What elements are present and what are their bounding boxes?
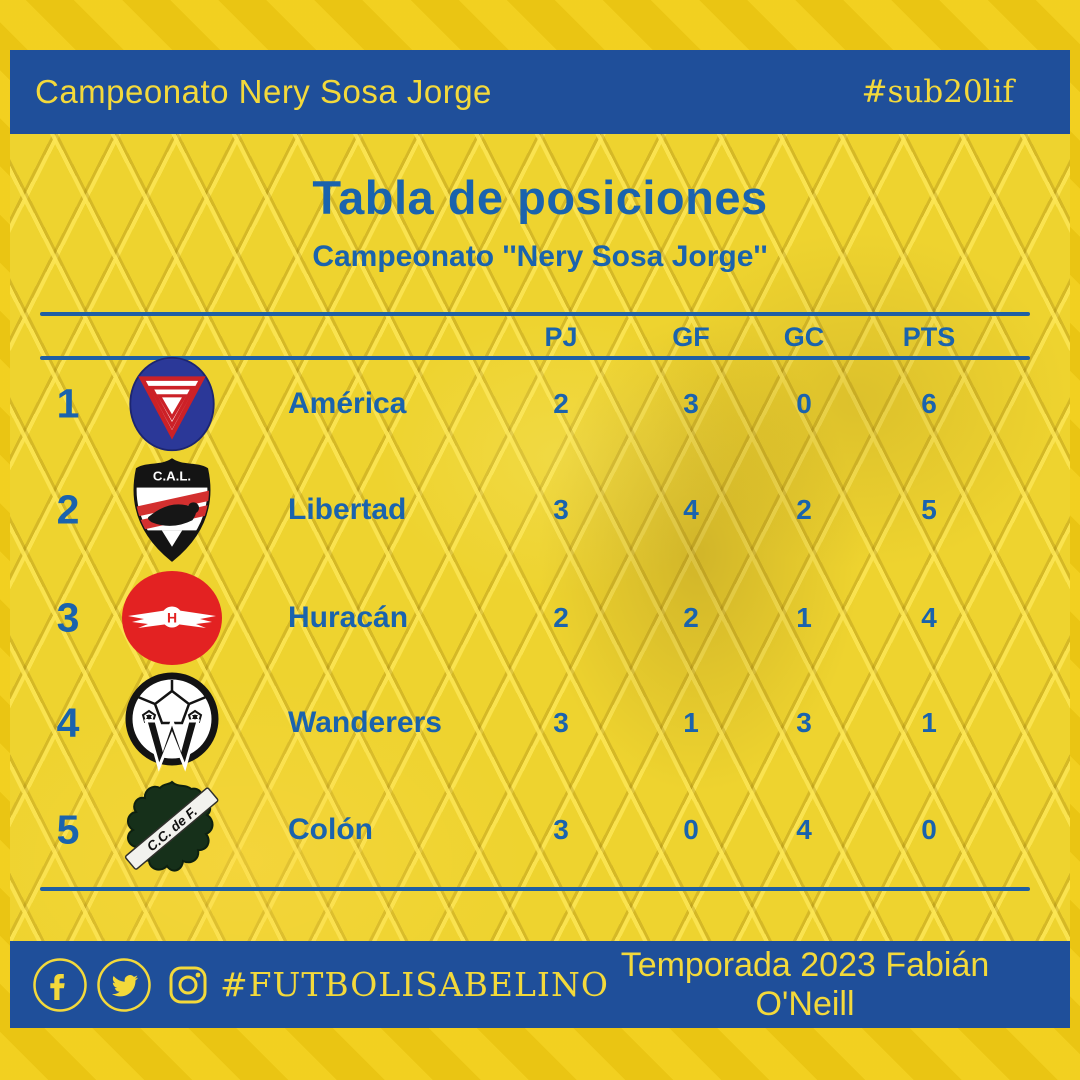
libertad-crest-initials: C.A.L. xyxy=(153,468,191,483)
gf-value: 4 xyxy=(683,494,699,525)
column-header-gc: GC xyxy=(783,322,825,352)
huracan-crest-initial: H xyxy=(167,610,177,626)
libertad-crest: C.A.L. xyxy=(120,458,224,562)
table-top-rule xyxy=(40,312,1030,316)
pj-value: 3 xyxy=(553,707,569,738)
column-header-pts: PTS xyxy=(902,322,956,352)
gc-value: 0 xyxy=(796,388,812,419)
rank-number: 2 xyxy=(56,486,80,533)
table-row: 3 H Huracán 2 2 1 4 xyxy=(0,565,1080,671)
rank-number: 3 xyxy=(56,594,80,641)
wanderers-crest xyxy=(120,671,224,775)
team-name: Huracán xyxy=(288,601,409,634)
team-name: América xyxy=(288,387,407,420)
table-bottom-rule xyxy=(40,887,1030,891)
gf-value: 0 xyxy=(683,814,699,845)
pts-value: 0 xyxy=(921,814,937,845)
rank-number: 5 xyxy=(56,806,80,853)
team-name: Wanderers xyxy=(288,706,442,739)
table-row: 5 C.C. de F. Colón 3 0 4 0 xyxy=(0,777,1080,883)
pj-value: 2 xyxy=(553,388,569,419)
gc-value: 4 xyxy=(796,814,812,845)
season-credit: Temporada 2023 Fabián O'Neill xyxy=(620,945,990,1023)
table-row: 4 Wanderers 3 1 3 1 xyxy=(0,670,1080,776)
instagram-icon xyxy=(169,966,207,1003)
gf-value: 2 xyxy=(683,602,699,633)
pts-value: 1 xyxy=(921,707,937,738)
championship-name: Campeonato Nery Sosa Jorge xyxy=(35,73,492,110)
table-header-rule xyxy=(40,356,1030,360)
rank-number: 1 xyxy=(56,380,80,427)
gc-value: 1 xyxy=(796,602,812,633)
gf-value: 1 xyxy=(683,707,699,738)
pj-value: 3 xyxy=(553,494,569,525)
page-subtitle: Campeonato ''Nery Sosa Jorge'' xyxy=(312,240,768,273)
top-banner: Campeonato Nery Sosa Jorge #sub20lif xyxy=(10,50,1070,134)
page-title: Tabla de posiciones xyxy=(312,171,768,224)
pts-value: 4 xyxy=(921,602,937,633)
table-header-row: PJ GF GC PTS xyxy=(0,319,1080,355)
huracan-crest: H xyxy=(120,566,224,670)
pts-value: 5 xyxy=(921,494,937,525)
pj-value: 3 xyxy=(553,814,569,845)
table-row: 2 C.A.L. xyxy=(0,457,1080,563)
column-header-gf: GF xyxy=(672,322,710,352)
gc-value: 3 xyxy=(796,707,812,738)
team-name: Libertad xyxy=(288,493,407,526)
rank-number: 4 xyxy=(56,699,80,746)
table-row: 1 América 2 3 0 6 xyxy=(0,351,1080,457)
team-name: Colón xyxy=(288,813,373,846)
column-header-pj: PJ xyxy=(544,322,578,352)
pj-value: 2 xyxy=(553,602,569,633)
colon-crest: C.C. de F. xyxy=(120,778,224,882)
gf-value: 3 xyxy=(683,388,699,419)
gc-value: 2 xyxy=(796,494,812,525)
twitter-icon xyxy=(97,957,151,1012)
facebook-icon xyxy=(33,957,87,1012)
futbol-isabelino-hashtag: #FUTBOLISABELINO xyxy=(220,965,609,1004)
footer-banner: #FUTBOLISABELINO Temporada 2023 Fabián O… xyxy=(10,941,1070,1028)
social-icons xyxy=(32,957,216,1013)
pts-value: 6 xyxy=(921,388,937,419)
sub20-hashtag: #sub20lif xyxy=(861,74,1014,110)
america-crest xyxy=(120,352,224,456)
